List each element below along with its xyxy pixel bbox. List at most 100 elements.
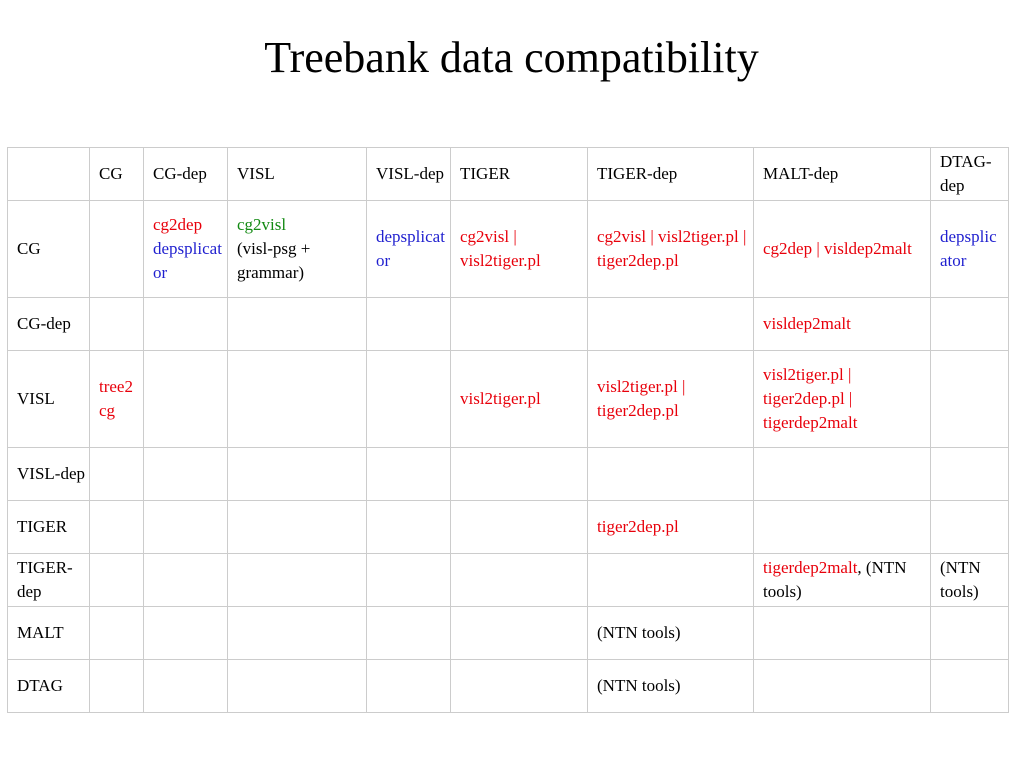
table-cell: (NTN tools) [930, 553, 1009, 607]
cell-text: (NTN tools) [597, 676, 681, 695]
table-cell [366, 350, 451, 448]
table-cell [89, 500, 144, 554]
header-row: CG CG-dep VISL VISL-dep TIGER TIGER-dep … [7, 147, 1009, 201]
table-cell [450, 553, 588, 607]
table-cell [930, 500, 1009, 554]
header-cell-tiger-dep: TIGER-dep [587, 147, 754, 201]
cell-text: (NTN tools) [940, 558, 981, 601]
header-cell-tiger: TIGER [450, 147, 588, 201]
table-cell [89, 297, 144, 351]
table-cell [89, 553, 144, 607]
cell-text: tree2cg [99, 377, 133, 420]
cell-text: cg2visl | visl2tiger.pl [460, 227, 541, 270]
table-cell: tiger2dep.pl [587, 500, 754, 554]
table-cell [227, 606, 367, 660]
cell-text: tiger2dep.pl [597, 517, 679, 536]
table-cell: visl2tiger.pl | tiger2dep.pl [587, 350, 754, 448]
row-label-cell: MALT [7, 606, 90, 660]
table-cell: (NTN tools) [587, 659, 754, 713]
table-cell [753, 659, 931, 713]
header-cell-dtag-dep: DTAG-dep [930, 147, 1009, 201]
row-label-cell: VISL [7, 350, 90, 448]
table-row: VISL tree2cg visl2tiger.pl visl2tiger.pl | … [7, 350, 1009, 448]
table-cell [930, 447, 1009, 501]
row-label-cell: CG [7, 200, 90, 298]
table-cell: tigerdep2malt, (NTN tools) [753, 553, 931, 607]
table-cell [366, 500, 451, 554]
header-cell-cg: CG [89, 147, 144, 201]
table-cell [143, 297, 228, 351]
cell-text: visl2tiger.pl | tiger2dep.pl | tigerdep2… [763, 365, 858, 432]
table-row: MALT (NTN tools) [7, 606, 1009, 660]
table-cell [366, 606, 451, 660]
table-cell: (NTN tools) [587, 606, 754, 660]
table-cell [143, 606, 228, 660]
header-cell-visl-dep: VISL-dep [366, 147, 451, 201]
table-cell [227, 659, 367, 713]
table-cell [227, 297, 367, 351]
table-cell [450, 447, 588, 501]
table-cell [753, 606, 931, 660]
table-row: CG cg2dep depsplicator cg2visl (visl-psg + g… [7, 200, 1009, 298]
table-cell [366, 297, 451, 351]
header-cell-cg-dep: CG-dep [143, 147, 228, 201]
table-cell: cg2visl | visl2tiger.pl | tiger2dep.pl [587, 200, 754, 298]
table-cell [143, 659, 228, 713]
slide-title: Treebank data compatibility [264, 33, 759, 82]
table-cell [930, 606, 1009, 660]
cell-text: visldep2malt [763, 314, 851, 333]
table-cell [753, 500, 931, 554]
row-label-cell: DTAG [7, 659, 90, 713]
cell-text: cg2dep | visldep2malt [763, 239, 912, 258]
header-cell-visl: VISL [227, 147, 367, 201]
table-row: TIGER tiger2dep.pl [7, 500, 1009, 554]
table-cell [450, 659, 588, 713]
header-cell-corner [7, 147, 90, 201]
table-row: TIGER-dep tigerdep2malt, (NTN tools) (NTN … [7, 553, 1009, 607]
table-cell [450, 297, 588, 351]
table-cell: visl2tiger.pl [450, 350, 588, 448]
row-label-cell: VISL-dep [7, 447, 90, 501]
table-cell: cg2visl | visl2tiger.pl [450, 200, 588, 298]
cell-text: visl2tiger.pl [460, 389, 541, 408]
table-cell [227, 350, 367, 448]
table-cell [930, 350, 1009, 448]
table-cell [143, 447, 228, 501]
table-cell [143, 500, 228, 554]
table-cell [143, 350, 228, 448]
table-cell [587, 447, 754, 501]
table-cell [89, 447, 144, 501]
row-label-cell: TIGER [7, 500, 90, 554]
table-cell [753, 447, 931, 501]
table-cell [227, 500, 367, 554]
table-cell [89, 659, 144, 713]
table-cell [587, 553, 754, 607]
cell-text: cg2dep [153, 215, 203, 234]
table-cell [89, 200, 144, 298]
table-cell [366, 447, 451, 501]
cell-text: depsplicator [376, 227, 445, 270]
cell-text: cg2visl [237, 215, 287, 234]
table-cell [450, 606, 588, 660]
table-row: CG-dep visldep2malt [7, 297, 1009, 351]
row-label-cell: TIGER-dep [7, 553, 90, 607]
table-cell [366, 553, 451, 607]
header-cell-malt-dep: MALT-dep [753, 147, 931, 201]
table-cell: depsplicator [366, 200, 451, 298]
table-cell [89, 606, 144, 660]
cell-text: depsplicator [940, 227, 997, 270]
compatibility-table: CG CG-dep VISL VISL-dep TIGER TIGER-dep … [7, 147, 1009, 713]
table-cell [450, 500, 588, 554]
cell-text: (visl-psg + grammar) [237, 239, 311, 282]
cell-text: tigerdep2malt [763, 558, 858, 577]
table-cell: visl2tiger.pl | tiger2dep.pl | tigerdep2… [753, 350, 931, 448]
table-cell: tree2cg [89, 350, 144, 448]
table-cell: cg2dep depsplicator [143, 200, 228, 298]
cell-text: (NTN tools) [597, 623, 681, 642]
table-row: DTAG (NTN tools) [7, 659, 1009, 713]
table-cell [227, 447, 367, 501]
table-cell: visldep2malt [753, 297, 931, 351]
table-cell [227, 553, 367, 607]
table-cell: depsplicator [930, 200, 1009, 298]
table-cell [143, 553, 228, 607]
